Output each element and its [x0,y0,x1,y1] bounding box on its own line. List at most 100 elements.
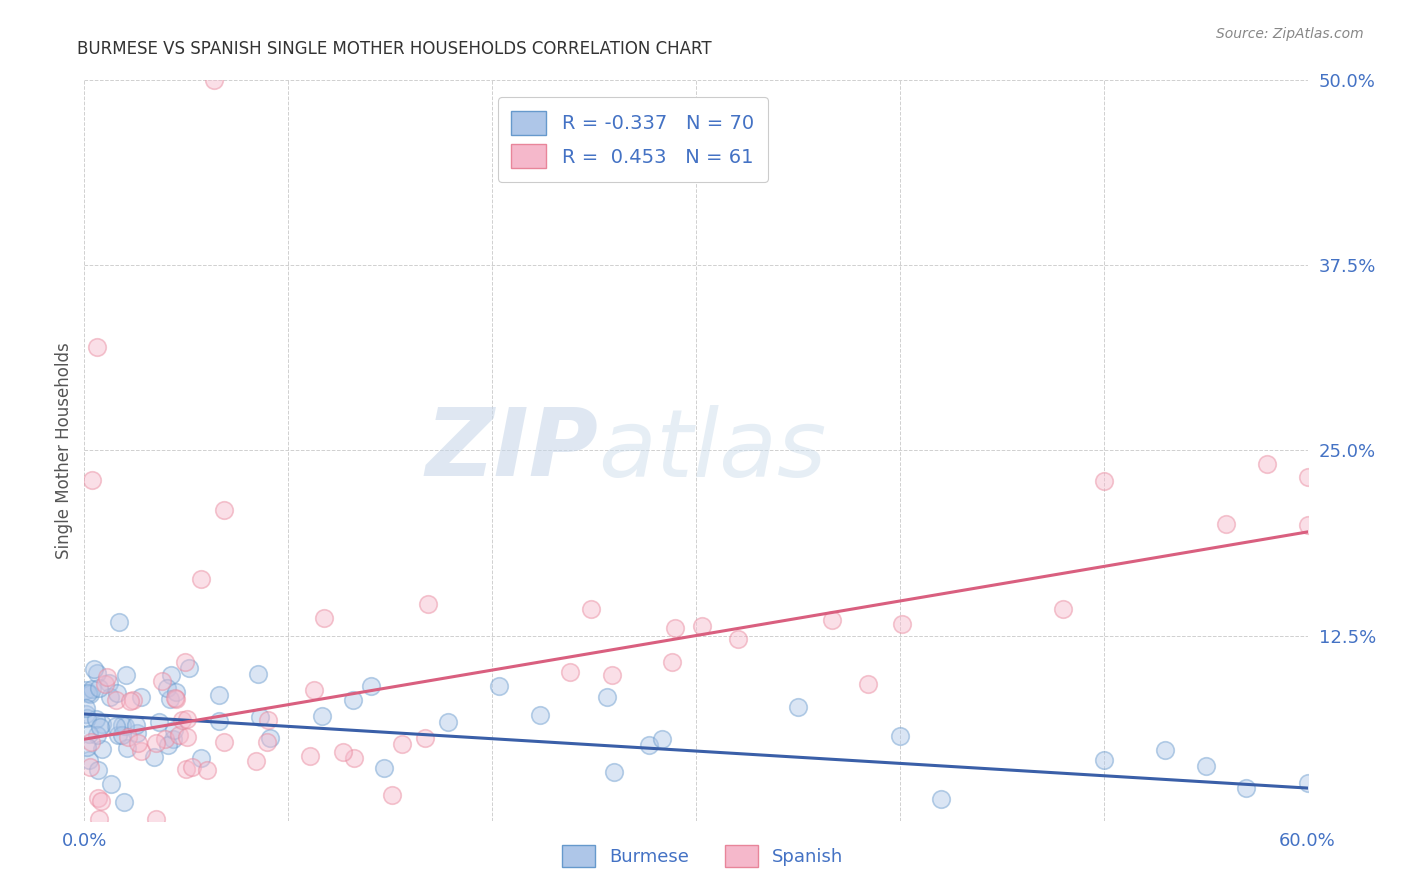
Point [787,700,810,714]
Point [157,738,180,752]
Point [114,667,136,681]
Point [122,692,145,706]
Text: BURMESE VS SPANISH SINGLE MOTHER HOUSEHOLDS CORRELATION CHART: BURMESE VS SPANISH SINGLE MOTHER HOUSEHO… [77,40,711,58]
Point [245,754,267,768]
Point [360,679,382,693]
Point [112,795,135,809]
Point [311,709,333,723]
Point [159,692,181,706]
Point [413,731,436,746]
Point [1092,753,1115,767]
Point [1195,759,1218,773]
Point [76,711,98,725]
Point [638,738,661,752]
Text: Source: ZipAtlas.com: Source: ZipAtlas.com [1216,27,1364,41]
Point [173,655,195,669]
Point [208,714,231,728]
Point [312,611,335,625]
Point [75,701,97,715]
Point [256,735,278,749]
Point [558,665,581,680]
Point [212,502,235,516]
Point [107,728,129,742]
Point [1236,781,1258,796]
Point [76,739,98,754]
Point [108,615,131,630]
Point [105,718,128,732]
Point [105,686,128,700]
Point [86,666,108,681]
Point [162,731,184,746]
Point [1256,457,1278,471]
Point [1215,517,1237,532]
Point [174,763,197,777]
Point [302,683,325,698]
Point [79,753,101,767]
Point [488,679,510,693]
Point [86,712,108,726]
Point [98,690,121,705]
Point [176,712,198,726]
Point [94,677,117,691]
Point [190,572,212,586]
Point [77,686,100,700]
Point [127,736,149,750]
Point [373,760,395,774]
Point [529,707,551,722]
Point [86,728,108,742]
Point [181,760,204,774]
Point [257,714,280,728]
Point [83,662,105,676]
Point [97,675,120,690]
Point [177,661,200,675]
Point [165,692,187,706]
Point [80,473,103,487]
Point [80,734,103,748]
Point [208,689,231,703]
Point [91,742,114,756]
Point [600,668,623,682]
Text: ZIP: ZIP [425,404,598,497]
Point [690,619,713,633]
Legend: Burmese, Spanish: Burmese, Spanish [555,838,851,874]
Point [176,730,198,744]
Point [127,726,149,740]
Point [145,736,167,750]
Point [381,788,404,802]
Point [391,737,413,751]
Point [89,681,111,696]
Point [79,686,101,700]
Point [129,690,152,705]
Point [75,706,97,721]
Point [117,731,139,745]
Point [929,792,952,806]
Point [111,728,134,742]
Point [87,812,110,826]
Point [595,690,617,705]
Point [1154,743,1177,757]
Point [165,685,187,699]
Point [75,683,97,698]
Point [114,718,136,732]
Point [90,794,112,808]
Point [118,694,141,708]
Point [212,735,235,749]
Point [87,763,110,777]
Y-axis label: Single Mother Households: Single Mother Households [55,343,73,558]
Point [246,667,269,681]
Point [159,668,181,682]
Point [104,692,127,706]
Point [163,691,186,706]
Point [148,714,170,729]
Point [125,717,148,731]
Point [342,693,364,707]
Point [889,729,911,743]
Point [89,720,111,734]
Point [664,621,686,635]
Point [579,602,602,616]
Point [249,710,271,724]
Point [79,727,101,741]
Point [1296,470,1319,484]
Point [155,681,177,696]
Point [343,750,366,764]
